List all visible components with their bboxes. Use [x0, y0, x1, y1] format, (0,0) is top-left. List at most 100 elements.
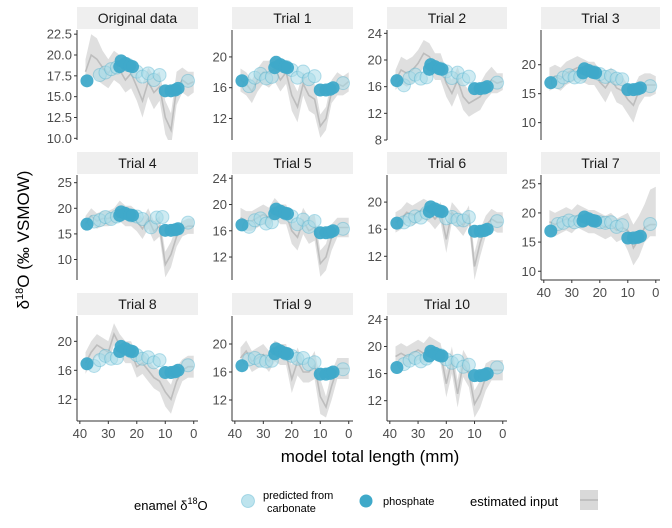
- phosphate-point: [480, 80, 494, 94]
- y-tick-label: 20: [213, 337, 227, 352]
- predicted-point: [461, 69, 476, 84]
- facet-plot-area: [390, 40, 505, 117]
- y-tick-label: 16: [368, 79, 382, 94]
- facet-panel: Trial 1 12 16 20: [213, 7, 353, 140]
- facet-title: Trial 3: [581, 10, 620, 26]
- phosphate-point: [80, 217, 94, 231]
- predicted-point: [307, 69, 322, 84]
- phosphate-point: [281, 61, 295, 75]
- y-tick-label: 24: [213, 171, 227, 186]
- phosphate-point: [390, 360, 404, 374]
- facet-plot-area: [80, 34, 196, 140]
- facet-title: Original data: [98, 10, 178, 26]
- y-tick-label: 20: [368, 53, 382, 68]
- facet-title: Trial 5: [273, 155, 312, 171]
- y-tick-label: 12: [368, 393, 382, 408]
- estimated-input-band: [85, 323, 194, 414]
- phosphate-point: [235, 74, 249, 88]
- x-tick-label: 20: [285, 426, 299, 441]
- legend-predicted-key: [241, 494, 255, 508]
- y-tick-label: 16: [368, 366, 382, 381]
- phosphate-point: [171, 222, 185, 236]
- y-tick-label: 20: [213, 49, 227, 64]
- estimated-input-band: [85, 34, 194, 140]
- phosphate-point: [480, 367, 494, 381]
- facet-title: Trial 6: [428, 155, 467, 171]
- legend: enamel δ18O predicted from carbonate pho…: [134, 490, 598, 515]
- facet-plot-area: [80, 323, 196, 414]
- x-tick-label: 20: [439, 426, 453, 441]
- x-tick-label: 0: [190, 426, 197, 441]
- phosphate-point: [326, 224, 340, 238]
- y-tick-label: 25: [58, 175, 72, 190]
- predicted-point: [490, 214, 505, 229]
- facet-strip: [77, 152, 198, 174]
- facet-strip: [232, 7, 353, 29]
- facet-plot-area: [390, 336, 505, 418]
- phosphate-point: [589, 66, 603, 80]
- facet-strip: [541, 152, 660, 174]
- y-tick-label: 10: [522, 264, 536, 279]
- predicted-point: [155, 210, 170, 224]
- phosphate-point: [235, 359, 249, 373]
- facet-strip: [387, 7, 507, 29]
- facet-strip: [387, 293, 507, 315]
- phosphate-point: [435, 205, 449, 219]
- phosphate-point: [435, 62, 449, 76]
- x-tick-label: 20: [130, 426, 144, 441]
- y-tick-label: 20: [58, 334, 72, 349]
- facet-panel: Trial 8 12 16 20 40 30 20 10 0: [58, 293, 198, 441]
- facet-strip: [232, 293, 353, 315]
- y-tick-label: 15: [58, 226, 72, 241]
- legend-title: enamel δ18O: [134, 496, 208, 513]
- predicted-point: [643, 217, 658, 231]
- y-tick-label: 16: [213, 365, 227, 380]
- predicted-point: [461, 357, 476, 372]
- phosphate-point: [126, 60, 140, 74]
- x-tick-label: 30: [565, 285, 579, 300]
- legend-input-label: estimated input: [470, 494, 559, 509]
- phosphate-point: [435, 349, 449, 363]
- y-axis-title: δ18O (‰ VSMOW): [14, 171, 33, 310]
- y-tick-label: 20.0: [47, 48, 72, 63]
- predicted-point: [615, 72, 630, 87]
- predicted-point: [490, 360, 505, 375]
- predicted-point: [152, 68, 167, 82]
- x-tick-label: 20: [593, 285, 607, 300]
- legend-predicted-label-1: predicted from: [263, 490, 333, 502]
- x-tick-label: 40: [383, 426, 397, 441]
- facet-panel: Trial 6 12 16 20: [368, 152, 507, 280]
- facet-panel: Original data 10.0 12.5 15.0 17.5 20.0 22.5: [47, 7, 198, 146]
- y-tick-label: 12: [213, 393, 227, 408]
- y-tick-label: 16: [213, 80, 227, 95]
- y-tick-label: 15.0: [47, 89, 72, 104]
- predicted-point: [152, 353, 167, 368]
- y-tick-label: 20: [213, 197, 227, 212]
- y-tick-label: 12: [368, 249, 382, 264]
- phosphate-point: [326, 365, 340, 379]
- facet-plot-area: [80, 200, 196, 278]
- legend-phosphate-label: phosphate: [383, 496, 434, 508]
- phosphate-point: [390, 74, 404, 88]
- x-tick-label: 10: [467, 426, 481, 441]
- phosphate-point: [80, 357, 94, 371]
- x-tick-label: 30: [256, 426, 270, 441]
- y-tick-label: 10: [58, 252, 72, 267]
- facet-title: Trial 10: [424, 296, 470, 312]
- x-tick-label: 10: [158, 426, 172, 441]
- y-tick-label: 25: [522, 176, 536, 191]
- y-tick-label: 12: [58, 392, 72, 407]
- phosphate-point: [544, 76, 558, 90]
- y-tick-label: 15: [522, 86, 536, 101]
- predicted-point: [181, 73, 196, 88]
- facet-title: Trial 4: [118, 155, 157, 171]
- y-tick-label: 20: [368, 195, 382, 210]
- facet-panel: Trial 7 10 15 20 25 40 30 20 10 0: [522, 152, 660, 300]
- x-axis-title: model total length (mm): [281, 447, 460, 466]
- y-tick-label: 16: [368, 222, 382, 237]
- facet-title: Trial 7: [581, 155, 620, 171]
- y-tick-label: 12: [368, 106, 382, 121]
- phosphate-point: [589, 214, 603, 228]
- facet-strip: [77, 293, 198, 315]
